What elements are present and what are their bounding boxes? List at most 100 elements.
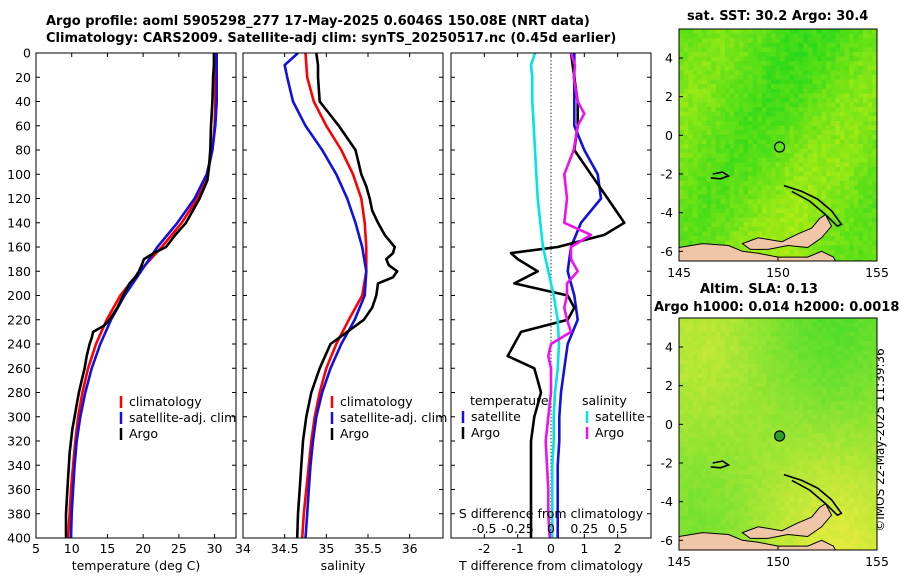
sst-cell <box>826 180 832 186</box>
sst-cell <box>743 148 749 154</box>
sst-cell <box>853 254 859 260</box>
sla-cell <box>817 364 822 369</box>
sst-cell <box>725 208 730 214</box>
sla-cell <box>817 410 822 415</box>
sla-cell <box>688 410 694 415</box>
sst-cell <box>821 240 827 246</box>
sst-cell <box>775 153 781 159</box>
sst-cell <box>780 121 786 126</box>
sla-cell <box>807 419 813 425</box>
sla-cell <box>840 373 845 379</box>
sla-cell <box>683 442 689 448</box>
sla-cell <box>757 359 763 365</box>
sst-cell <box>771 148 776 154</box>
sla-cell <box>807 538 813 544</box>
sst-cell <box>794 213 799 218</box>
sla-cell <box>752 373 758 379</box>
sst-cell <box>706 56 712 62</box>
sla-cell <box>853 341 859 346</box>
sst-cell <box>830 93 836 99</box>
sst-cell <box>702 125 707 131</box>
sla-cell <box>715 520 721 526</box>
sst-cell <box>784 33 790 39</box>
sla-cell <box>872 414 877 420</box>
sla-cell <box>692 405 698 411</box>
sst-cell <box>853 249 859 255</box>
sla-cell <box>766 359 772 365</box>
sst-ytick-label: -4 <box>661 205 674 220</box>
sst-cell <box>780 75 786 80</box>
sla-cell <box>840 479 845 484</box>
sla-cell <box>803 387 809 392</box>
sla-cell <box>872 506 877 512</box>
sst-cell <box>702 79 707 85</box>
sst-cell <box>715 231 721 237</box>
sst-cell <box>683 61 689 67</box>
sla-cell <box>715 368 721 374</box>
sst-cell <box>688 236 694 241</box>
sst-cell <box>752 171 758 177</box>
sst-cell <box>715 203 721 209</box>
sst-cell <box>766 29 772 34</box>
sst-cell <box>780 98 786 103</box>
sst-cell <box>794 226 799 232</box>
sla-cell <box>692 428 698 434</box>
sla-cell <box>826 414 832 420</box>
sst-cell <box>830 190 836 195</box>
sst-cell <box>794 199 799 205</box>
sst-cell <box>826 199 832 205</box>
sst-cell <box>771 52 776 57</box>
sst-cell <box>692 176 698 182</box>
sla-cell <box>692 336 698 342</box>
sst-cell <box>830 75 836 80</box>
sst-cell <box>780 199 786 205</box>
sst-cell <box>711 65 717 71</box>
sst-cell <box>729 162 735 168</box>
sla-cell <box>725 437 730 443</box>
sst-cell <box>835 116 841 122</box>
sst-cell <box>863 222 868 228</box>
sla-cell <box>849 529 855 535</box>
sst-cell <box>876 139 877 145</box>
sst-cell <box>734 61 740 67</box>
sla-cell <box>743 341 749 346</box>
sla-cell <box>817 414 822 420</box>
sst-cell <box>692 208 698 214</box>
sla-cell <box>743 414 749 420</box>
sla-cell <box>748 506 753 512</box>
sst-cell <box>858 171 864 177</box>
sla-cell <box>784 419 790 425</box>
salinity-xtick-label: 35.5 <box>354 541 382 556</box>
sst-cell <box>775 226 781 232</box>
sst-cell <box>711 56 717 62</box>
sst-cell <box>803 144 809 149</box>
sst-cell <box>835 249 841 255</box>
sst-cell <box>761 194 767 200</box>
sla-cell <box>683 396 689 402</box>
sla-cell <box>683 368 689 374</box>
sst-cell <box>738 61 744 67</box>
sla-cell <box>867 410 873 415</box>
sst-cell <box>775 231 781 237</box>
sst-cell <box>715 208 721 214</box>
sst-cell <box>711 75 717 80</box>
sst-cell <box>844 213 850 218</box>
sla-cell <box>872 373 877 379</box>
sla-cell <box>720 396 726 402</box>
sla-cell <box>872 446 877 452</box>
sla-cell <box>872 442 877 448</box>
sla-cell <box>757 433 763 438</box>
sst-cell <box>683 125 689 131</box>
sla-cell <box>876 511 877 517</box>
sla-cell <box>688 327 694 333</box>
sst-cell <box>688 199 694 205</box>
sst-cell <box>738 79 744 85</box>
sst-cell <box>743 42 749 48</box>
sst-cell <box>761 139 767 145</box>
sla-cell <box>872 327 877 333</box>
sst-cell <box>738 217 744 223</box>
sst-cell <box>876 213 877 218</box>
sst-cell <box>784 75 790 80</box>
temperature-axes-frame <box>35 52 237 539</box>
